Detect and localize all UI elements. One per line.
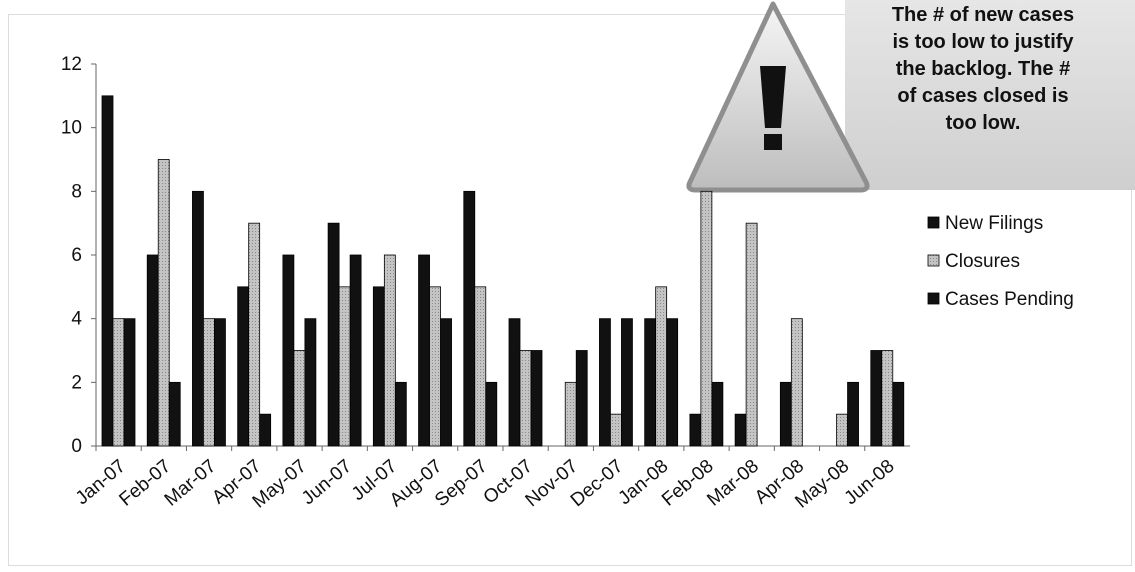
bar-closures (610, 413, 622, 447)
bar-new-filings (282, 254, 295, 447)
x-tick-label: Jun-08 (841, 456, 899, 509)
legend-swatch (927, 254, 940, 267)
chart-frame (8, 14, 1132, 566)
bar-cases-pending (394, 381, 407, 447)
x-tick-label: Jun-07 (298, 456, 356, 509)
bar-new-filings (779, 381, 792, 447)
bar-cases-pending (847, 381, 859, 447)
y-tick-label: 2 (71, 372, 82, 393)
bar-new-filings (327, 222, 340, 447)
bar-cases-pending (711, 381, 724, 447)
bar-closures (203, 318, 215, 447)
legend-swatch (927, 216, 940, 229)
bar-new-filings (508, 318, 521, 447)
bar-new-filings (870, 350, 883, 447)
y-tick-label: 0 (71, 436, 82, 457)
bar-new-filings (734, 413, 747, 447)
bar-cases-pending (621, 318, 633, 447)
bar-cases-pending (168, 381, 181, 447)
bar-closures (474, 286, 487, 447)
y-tick-label: 12 (61, 54, 82, 75)
bar-closures (429, 286, 441, 447)
bar-new-filings (372, 286, 385, 447)
warning-icon (686, 1, 870, 193)
bar-closures (836, 413, 848, 447)
bar-cases-pending (123, 318, 136, 447)
x-tick-label: Mar-07 (161, 456, 221, 511)
bar-new-filings (192, 190, 204, 447)
bar-cases-pending (214, 318, 226, 447)
x-tick-label: Dec-07 (567, 456, 627, 511)
bar-closures (745, 222, 758, 447)
bar-new-filings (418, 254, 430, 447)
legend-swatch (927, 292, 940, 305)
x-tick-label: Sep-07 (431, 456, 491, 511)
bar-closures (519, 350, 532, 447)
bar-new-filings (146, 254, 159, 447)
callout-text: The # of new cases is too low to justify… (891, 4, 1075, 134)
bar-new-filings (644, 318, 657, 447)
bar-closures (700, 190, 713, 447)
y-tick-label: 8 (71, 181, 82, 202)
bar-closures (112, 318, 125, 447)
bar-new-filings (463, 190, 476, 447)
y-tick-label: 10 (61, 118, 82, 139)
legend-label: Closures (945, 251, 1020, 272)
bar-closures (383, 254, 396, 447)
callout-box (845, 0, 1135, 190)
bar-cases-pending (575, 350, 588, 447)
y-tick-label: 4 (71, 309, 82, 330)
bar-cases-pending (485, 381, 498, 447)
bar-closures (293, 350, 306, 447)
bar-new-filings (599, 318, 611, 447)
bar-closures (655, 286, 668, 447)
bar-closures (881, 350, 894, 447)
bar-closures (248, 222, 261, 447)
bar-cases-pending (440, 318, 452, 447)
bar-closures (338, 286, 351, 447)
legend-label: Cases Pending (945, 289, 1074, 310)
legend-label: New Filings (945, 213, 1043, 234)
bar-new-filings (101, 95, 114, 447)
bar-cases-pending (530, 350, 543, 447)
bar-new-filings (237, 286, 250, 447)
bar-cases-pending (259, 413, 272, 447)
x-tick-label: Mar-08 (703, 456, 763, 511)
bar-closures (790, 318, 803, 447)
bar-cases-pending (666, 318, 679, 447)
bar-cases-pending (349, 254, 362, 447)
bar-cases-pending (892, 381, 905, 447)
bar-cases-pending (304, 318, 317, 447)
bar-new-filings (689, 413, 702, 447)
bar-closures (564, 381, 577, 447)
y-tick-label: 6 (71, 245, 82, 266)
bar-closures (157, 159, 170, 447)
